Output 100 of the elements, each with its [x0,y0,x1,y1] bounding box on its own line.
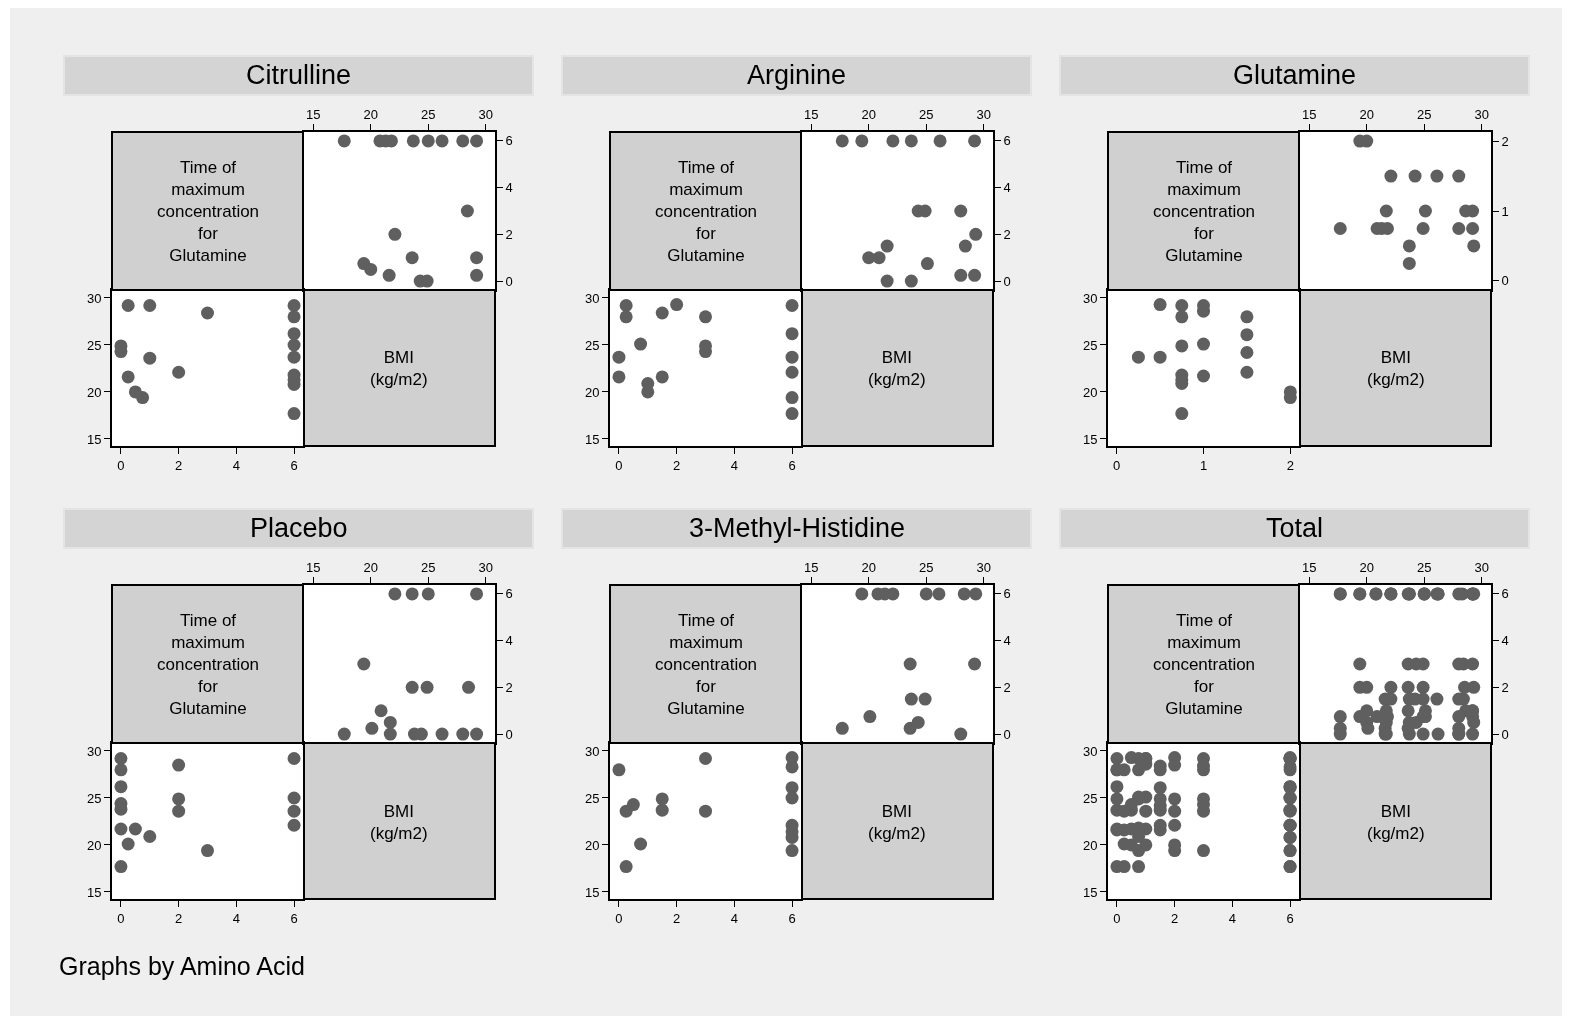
x-tick-label: 20 [1359,559,1374,575]
x-tick-label: 0 [117,457,125,473]
y-tick-label: 0 [1501,726,1509,742]
x-tick-label: 4 [730,457,738,473]
x-tick-label: 30 [478,106,494,122]
y-tick-label: 20 [86,384,102,400]
y-tick-label: 2 [505,679,513,695]
x-tick-label: 2 [673,910,681,926]
x-tick-label: 25 [421,559,436,575]
x-tick-label: 25 [919,559,934,575]
y-tick-label: 25 [86,337,102,353]
x-tick-label: 0 [615,910,623,926]
x-tick-label: 1 [1199,457,1208,473]
y-tick-label: 6 [505,133,513,149]
x-tick-label: 0 [1113,910,1121,926]
x-tick-label: 15 [305,559,321,575]
y-tick-label: 0 [505,273,513,289]
x-tick-label: 25 [421,106,436,122]
y-tick-label: 0 [1501,273,1509,289]
y-tick-label: 0 [505,726,513,742]
y-tick-label: 20 [1082,384,1098,400]
y-tick-label: 6 [1501,586,1509,602]
x-tick-label: 6 [290,910,298,926]
y-tick-label: 2 [1501,133,1509,149]
chart-title: Placebo [250,513,348,543]
x-tick-label: 30 [976,106,992,122]
y-tick-label: 30 [1082,743,1098,759]
y-tick-label: 20 [1082,837,1098,853]
x-axis-title: BMI (kg/m2) [370,802,428,844]
y-tick-label: 25 [1082,790,1098,806]
y-tick-label: 2 [1003,226,1011,242]
y-tick-label: 4 [1501,633,1509,649]
x-tick-label: 0 [1113,457,1121,473]
x-tick-label: 2 [673,457,681,473]
x-tick-label: 6 [788,457,796,473]
x-tick-label: 2 [175,910,183,926]
x-axis-title: BMI (kg/m2) [370,348,428,390]
x-axis-title: BMI (kg/m2) [868,802,926,844]
y-tick-label: 25 [86,790,102,806]
x-tick-label: 6 [1286,910,1294,926]
y-tick-label: 4 [1003,180,1011,196]
y-tick-label: 15 [584,431,600,447]
x-tick-label: 30 [1474,106,1490,122]
x-tick-label: 20 [363,106,378,122]
chart-title: 3-Methyl-Histidine [689,513,906,543]
x-tick-label: 2 [1286,457,1294,473]
x-tick-label: 25 [1417,106,1432,122]
x-tick-label: 15 [1301,106,1317,122]
y-axis-title: Time of maximum concentration for Glutamine [1153,611,1256,719]
x-tick-label: 25 [1417,559,1432,575]
x-tick-label: 15 [803,106,819,122]
y-tick-label: 2 [505,226,513,242]
x-tick-label: 15 [1301,559,1317,575]
y-tick-label: 0 [1003,273,1011,289]
y-tick-label: 4 [505,180,513,196]
x-tick-label: 6 [290,457,298,473]
y-tick-label: 15 [1082,431,1098,447]
y-tick-label: 25 [584,337,600,353]
x-tick-label: 15 [305,106,321,122]
x-tick-label: 15 [803,559,819,575]
y-tick-label: 25 [584,790,600,806]
y-axis-title: Time of maximum concentration for Glutamine [655,158,758,266]
y-tick-label: 0 [1003,726,1011,742]
x-tick-label: 30 [478,559,494,575]
x-tick-label: 6 [788,910,796,926]
y-tick-label: 20 [86,837,102,853]
y-axis-title: Time of maximum concentration for Glutamine [1153,158,1256,266]
x-tick-label: 4 [1228,910,1236,926]
y-tick-label: 15 [584,884,600,900]
y-tick-label: 20 [584,837,600,853]
y-tick-label: 1 [1501,203,1509,219]
text: Graphs by Amino Acid [59,952,305,980]
x-tick-label: 4 [730,910,738,926]
x-axis-title: BMI (kg/m2) [1367,348,1425,390]
y-tick-label: 6 [1003,586,1011,602]
x-tick-label: 0 [615,457,623,473]
y-tick-label: 30 [584,290,600,306]
chart-title: Glutamine [1233,60,1357,90]
y-tick-label: 15 [86,431,102,447]
x-tick-label: 4 [232,457,240,473]
y-tick-label: 15 [1082,884,1098,900]
y-axis-title: Time of maximum concentration for Glutamine [655,611,758,719]
x-tick-label: 0 [117,910,125,926]
y-tick-label: 2 [1501,679,1509,695]
x-tick-label: 20 [363,559,378,575]
x-axis-title: BMI (kg/m2) [868,348,926,390]
chart-title: Citrulline [246,60,352,90]
chart-title: Total [1266,513,1324,543]
x-tick-label: 20 [1359,106,1374,122]
x-tick-label: 20 [861,559,876,575]
x-tick-label: 30 [976,559,992,575]
y-tick-label: 20 [584,384,600,400]
x-tick-label: 4 [232,910,240,926]
y-tick-label: 6 [1003,133,1011,149]
x-tick-label: 2 [175,457,183,473]
x-tick-label: 20 [861,106,876,122]
x-axis-title: BMI (kg/m2) [1367,802,1425,844]
chart-title: Arginine [747,60,847,90]
x-tick-label: 25 [919,106,934,122]
x-tick-label: 2 [1171,910,1179,926]
